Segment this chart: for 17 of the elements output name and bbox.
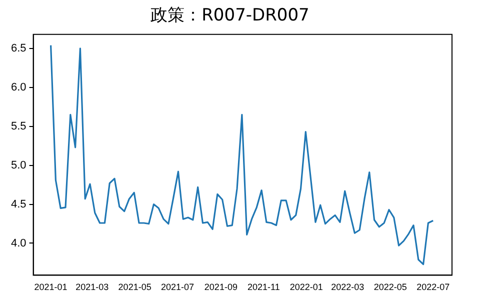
x-tick-label: 2022-03 bbox=[331, 282, 364, 292]
y-tick-label: 4.0 bbox=[10, 237, 26, 250]
x-tick-label: 2021-09 bbox=[204, 282, 238, 292]
y-tick-label: 5.0 bbox=[10, 159, 26, 172]
x-tick-label: 2022-01 bbox=[290, 282, 323, 292]
x-tick-label: 2022-05 bbox=[374, 282, 407, 292]
x-tick-label: 2021-01 bbox=[34, 282, 68, 292]
chart-title: 政策：R007-DR007 bbox=[150, 6, 310, 26]
y-tick-label: 6.0 bbox=[10, 81, 26, 94]
x-tick-label: 2022-07 bbox=[416, 282, 450, 292]
y-tick-label: 5.5 bbox=[10, 120, 26, 132]
y-tick-label: 4.5 bbox=[10, 198, 26, 210]
y-tick-label: 6.5 bbox=[10, 42, 26, 54]
x-tick-label: 2021-11 bbox=[247, 282, 280, 292]
x-tick-label: 2021-07 bbox=[161, 282, 194, 292]
x-tick-label: 2021-03 bbox=[76, 282, 109, 292]
x-tick-label: 2021-05 bbox=[118, 282, 152, 292]
